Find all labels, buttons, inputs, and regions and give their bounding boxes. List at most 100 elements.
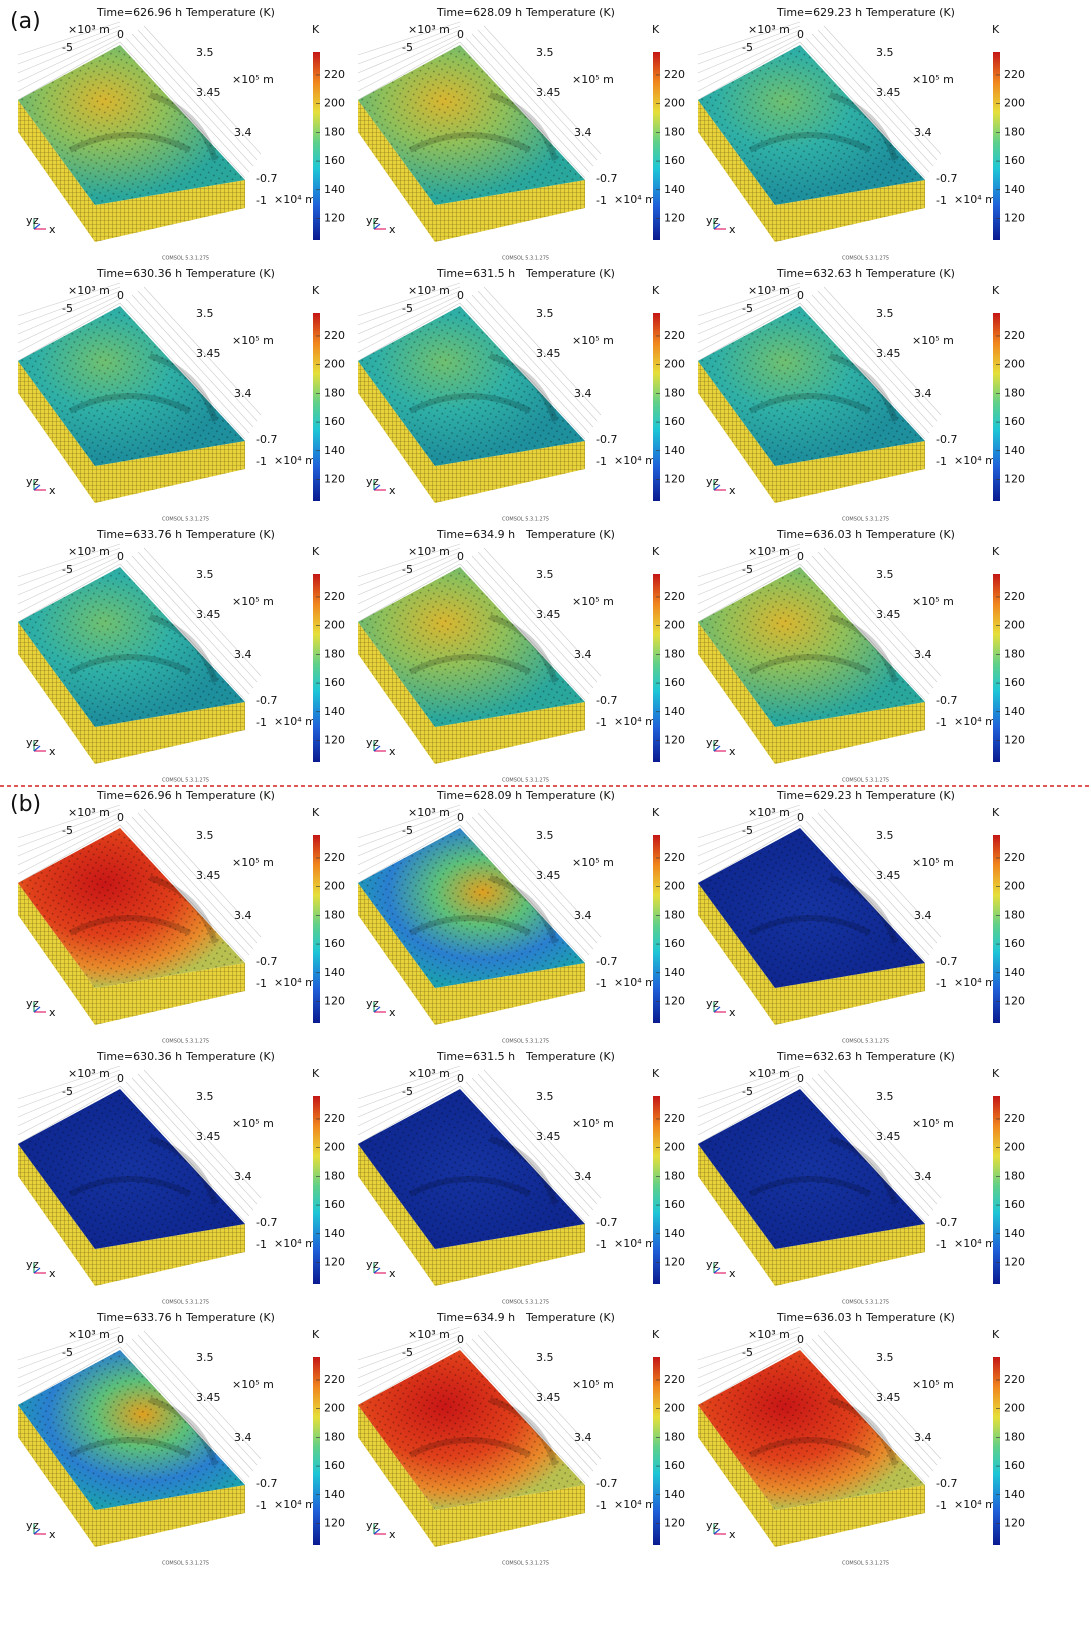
- colorbar-tick-label: 160: [324, 1198, 345, 1211]
- triad-label: x: [49, 223, 56, 236]
- z-axis-scale: ×10⁴ m: [274, 193, 316, 206]
- colorbar: [313, 313, 320, 501]
- x-axis-tick: 0: [117, 1333, 124, 1346]
- plot: Time=631.5 hTemperature (K)×10³ m-503.5×…: [358, 1050, 685, 1306]
- z-axis-scale: ×10⁴ m: [614, 976, 656, 989]
- z-axis-scale: ×10⁴ m: [274, 715, 316, 728]
- colorbar-tick-label: 180: [324, 1169, 345, 1182]
- triad-label: z: [33, 1258, 39, 1271]
- y-axis-tick: 3.45: [196, 869, 221, 882]
- colorbar-tick-label: 120: [664, 472, 685, 485]
- colorbar: [313, 835, 320, 1023]
- triad-label: z: [713, 214, 719, 227]
- triad-label: z: [373, 475, 379, 488]
- x-axis-tick: -5: [742, 563, 753, 576]
- colorbar-tick-label: 140: [664, 1488, 685, 1501]
- colorbar-tick-label: 180: [324, 125, 345, 138]
- colorbar-tick-label: 200: [664, 880, 685, 893]
- plot-quantity: Temperature (K): [865, 528, 955, 541]
- x-axis-scale: ×10³ m: [68, 23, 110, 36]
- z-axis-tick: -1: [596, 194, 607, 207]
- colorbar: [653, 1096, 660, 1284]
- colorbar-tick-label: 200: [664, 619, 685, 632]
- triad-label: y: [366, 1258, 373, 1271]
- colorbar-tick-label: 120: [1004, 994, 1025, 1007]
- z-axis-scale: ×10⁴ m: [274, 454, 316, 467]
- x-axis-tick: -5: [742, 1085, 753, 1098]
- colorbar-unit: K: [652, 545, 660, 558]
- plot-time: Time=626.96 h: [96, 6, 182, 19]
- plot-time: Time=630.36 h: [96, 267, 182, 280]
- block-top-mesh: [18, 828, 245, 988]
- triad-label: y: [366, 475, 373, 488]
- y-axis-tick: 3.5: [876, 1351, 894, 1364]
- y-axis-tick: 3.4: [234, 387, 252, 400]
- block-top-mesh: [698, 828, 925, 988]
- colorbar-tick-label: 180: [1004, 647, 1025, 660]
- triad-label: z: [33, 475, 39, 488]
- y-axis-tick: 3.5: [536, 568, 554, 581]
- block-top-mesh: [18, 306, 245, 466]
- colorbar-tick-label: 160: [324, 676, 345, 689]
- x-axis-tick: -5: [742, 41, 753, 54]
- z-axis-scale: ×10⁴ m: [954, 454, 996, 467]
- plot-time: Time=634.9 h: [436, 528, 515, 541]
- colorbar: [653, 574, 660, 762]
- triad-label: y: [26, 997, 33, 1010]
- y-axis-tick: 3.45: [876, 869, 901, 882]
- triad-label: y: [706, 214, 713, 227]
- y-axis-scale: ×10⁵ m: [232, 856, 274, 869]
- y-axis-scale: ×10⁵ m: [912, 73, 954, 86]
- x-axis-scale: ×10³ m: [748, 545, 790, 558]
- software-note: COMSOL 5.3.1.275: [502, 1300, 549, 1306]
- software-note: COMSOL 5.3.1.275: [502, 256, 549, 262]
- colorbar-tick-label: 220: [324, 1373, 345, 1386]
- y-axis-scale: ×10⁵ m: [572, 1378, 614, 1391]
- plot: Time=630.36 hTemperature (K)×10³ m-503.5…: [18, 1050, 345, 1306]
- z-axis-tick: -0.7: [936, 1477, 957, 1490]
- plot-quantity: Temperature (K): [185, 1050, 275, 1063]
- y-axis-tick: 3.4: [234, 1170, 252, 1183]
- plot-quantity: Temperature (K): [865, 789, 955, 802]
- colorbar-tick-label: 120: [324, 211, 345, 224]
- colorbar-tick-label: 180: [664, 125, 685, 138]
- colorbar-tick-label: 160: [664, 415, 685, 428]
- x-axis-tick: -5: [62, 1346, 73, 1359]
- colorbar: [993, 313, 1000, 501]
- x-axis-tick: -5: [62, 1085, 73, 1098]
- colorbar-tick-label: 220: [664, 329, 685, 342]
- plot-quantity: Temperature (K): [865, 1311, 955, 1324]
- software-note: COMSOL 5.3.1.275: [842, 778, 889, 784]
- plot-time: Time=632.63 h: [776, 1050, 862, 1063]
- y-axis-tick: 3.4: [574, 648, 592, 661]
- y-axis-scale: ×10⁵ m: [912, 1378, 954, 1391]
- x-axis-tick: 0: [797, 1072, 804, 1085]
- colorbar-tick-label: 220: [1004, 329, 1025, 342]
- colorbar-tick-label: 180: [664, 908, 685, 921]
- triad-label: y: [26, 1519, 33, 1532]
- plot: Time=633.76 hTemperature (K)×10³ m-503.5…: [18, 1311, 345, 1567]
- triad-label: x: [49, 484, 56, 497]
- plot-time: Time=634.9 h: [436, 1311, 515, 1324]
- colorbar-tick-label: 180: [324, 1430, 345, 1443]
- colorbar-tick-label: 140: [1004, 1227, 1025, 1240]
- x-axis-scale: ×10³ m: [68, 1328, 110, 1341]
- x-axis-scale: ×10³ m: [68, 1067, 110, 1080]
- block-top-mesh: [698, 45, 925, 205]
- x-axis-tick: -5: [742, 824, 753, 837]
- y-axis-tick: 3.4: [234, 648, 252, 661]
- z-axis-tick: -1: [936, 1238, 947, 1251]
- plot: Time=634.9 hTemperature (K)×10³ m-503.5×…: [358, 1311, 685, 1567]
- colorbar: [653, 1357, 660, 1545]
- triad-label: y: [706, 1258, 713, 1271]
- block-top-mesh: [18, 1350, 245, 1510]
- plot-time: Time=636.03 h: [776, 1311, 862, 1324]
- colorbar-tick-label: 140: [664, 966, 685, 979]
- colorbar-tick-label: 200: [324, 1402, 345, 1415]
- figure: (a)Time=626.96 hTemperature (K)×10³ m-50…: [0, 0, 1091, 1650]
- plot: Time=629.23 hTemperature (K)×10³ m-503.5…: [698, 6, 1025, 262]
- colorbar-tick-label: 200: [1004, 97, 1025, 110]
- plot-quantity: Temperature (K): [185, 1311, 275, 1324]
- colorbar-tick-label: 200: [1004, 619, 1025, 632]
- software-note: COMSOL 5.3.1.275: [502, 1039, 549, 1045]
